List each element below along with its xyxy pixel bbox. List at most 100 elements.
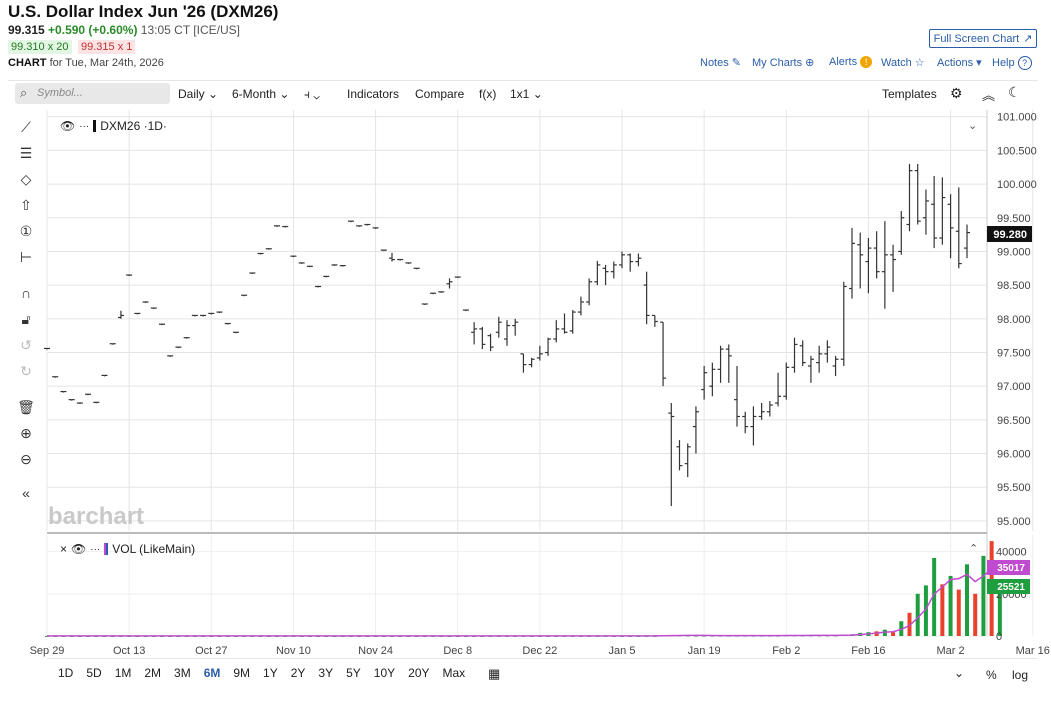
range-button-3y[interactable]: 3Y (318, 666, 334, 680)
pane-separator[interactable] (47, 532, 987, 534)
ohlc-bar (635, 253, 642, 267)
alerts-link[interactable]: Alerts! (829, 56, 873, 68)
shape-tool-icon[interactable]: ◇ (20, 170, 32, 187)
settings-gear-icon[interactable]: ⚙ (950, 85, 963, 101)
indicators-button[interactable]: Indicators (347, 87, 400, 101)
more-dots-icon[interactable]: ··· (90, 543, 101, 555)
range-button-3m[interactable]: 3M (174, 666, 191, 680)
range-button-20y[interactable]: 20Y (408, 666, 430, 680)
ohlc-bar (126, 274, 133, 277)
undo-icon[interactable]: ↺ (20, 336, 32, 353)
collapse-toolbar-icon[interactable]: « (22, 485, 30, 501)
ohlc-bar (471, 322, 478, 345)
close-icon[interactable]: × (60, 542, 68, 556)
ohlc-bar (512, 318, 519, 336)
ohlc-bar (931, 176, 938, 249)
ohlc-bar (955, 187, 962, 269)
x-tick-label: Sep 29 (29, 645, 65, 657)
bar-type-dropdown[interactable]: ⫞ ⌄ (304, 87, 320, 102)
my-charts-link[interactable]: My Charts ⊕ (752, 56, 814, 70)
range-button-1m[interactable]: 1M (114, 666, 132, 680)
compare-button[interactable]: Compare (415, 87, 465, 101)
percent-toggle[interactable]: % (986, 668, 997, 682)
ohlc-bar (898, 211, 905, 255)
volume-bar (956, 589, 961, 636)
volume-bar (923, 585, 928, 636)
zoom-in-icon[interactable]: ⊕ (20, 424, 32, 441)
ohlc-bar (52, 376, 59, 378)
ohlc-bar (200, 314, 207, 317)
lock-icon[interactable]: 🔓︎ (21, 310, 31, 327)
calendar-icon[interactable]: ▦ (488, 666, 501, 681)
volume-bar (948, 575, 953, 636)
collapse-chevrons-icon[interactable]: ︽ (982, 88, 996, 103)
fib-tool-icon[interactable]: ☰ (19, 144, 33, 161)
watch-label: Watch (881, 56, 912, 69)
full-screen-button[interactable]: Full Screen Chart ↗ (929, 29, 1037, 48)
ma-tag: 35017 (987, 560, 1030, 575)
trendline-tool-icon[interactable]: ⟋ (21, 118, 31, 135)
double-chevron-down-icon[interactable]: ⌄ (954, 666, 965, 680)
redo-icon[interactable]: ↻ (20, 362, 32, 379)
measure-tool-icon[interactable]: ⊢ (19, 248, 33, 265)
ohlc-bar (676, 440, 683, 471)
chevron-up-icon[interactable]: ⌃ (969, 543, 979, 555)
arrow-up-tool-icon[interactable]: ⇧ (20, 196, 32, 213)
period-dropdown[interactable]: Daily ⌄ (178, 87, 218, 101)
barchart-watermark: barchart (48, 503, 144, 530)
y-tick-label: 98.000 (997, 314, 1031, 326)
dark-mode-moon-icon[interactable]: ☾ (1008, 84, 1021, 100)
ohlc-bar (167, 355, 174, 357)
watch-link[interactable]: Watch ☆ (881, 56, 925, 70)
log-toggle[interactable]: log (1012, 668, 1029, 682)
ohlc-bar (594, 260, 601, 286)
volume-bar (907, 612, 912, 636)
trash-icon[interactable]: 🗑︎ (17, 398, 35, 415)
range-button-6m[interactable]: 6M (203, 666, 221, 680)
ma-tag-text: 35017 (997, 563, 1025, 574)
ohlc-bar (76, 402, 83, 405)
more-dots-icon[interactable]: ··· (79, 120, 90, 132)
ohlc-bar (372, 227, 379, 229)
volume-bar (973, 593, 978, 636)
range-button-1y[interactable]: 1Y (263, 666, 278, 680)
eye-icon[interactable]: 👁︎ (60, 119, 76, 133)
ohlc-bar (602, 264, 609, 286)
ohlc-bar (298, 262, 305, 264)
ohlc-bar (832, 355, 839, 377)
range-button-2y[interactable]: 2Y (290, 666, 306, 680)
chevron-down-icon: ⌄ (279, 87, 290, 101)
x-tick-label: Jan 5 (608, 645, 636, 657)
y-tick-label: 99.500 (997, 213, 1031, 225)
ohlc-bar (619, 251, 625, 269)
zoom-out-icon[interactable]: ⊖ (20, 450, 32, 467)
chevron-down-icon[interactable]: ⌄ (968, 120, 978, 132)
range-button-2m[interactable]: 2M (144, 666, 162, 680)
ohlc-bar (939, 177, 946, 245)
range-button-9m[interactable]: 9M (233, 666, 251, 680)
range-button-5y[interactable]: 5Y (346, 666, 361, 680)
templates-button[interactable]: Templates (882, 87, 937, 101)
price-change: +0.590 (+0.60%) (48, 23, 138, 37)
help-link[interactable]: Help? (992, 56, 1032, 70)
ohlc-bar (553, 320, 560, 343)
notes-label: Notes (700, 56, 729, 69)
layout-dropdown[interactable]: 1x1 ⌄ (510, 87, 543, 101)
full-screen-label: Full Screen Chart (933, 32, 1020, 45)
range-button-1d[interactable]: 1D (58, 666, 74, 680)
magnet-icon[interactable]: ∩ (20, 285, 32, 301)
ohlc-bar (824, 340, 831, 363)
ohlc-bar (117, 310, 124, 319)
actions-link[interactable]: Actions ▾ (937, 56, 982, 70)
notes-link[interactable]: Notes ✎ (700, 56, 741, 70)
eye-icon[interactable]: 👁︎ (71, 542, 87, 556)
range-dropdown[interactable]: 6-Month ⌄ (232, 87, 289, 101)
symbol-search[interactable]: ⌕ Symbol... (15, 83, 170, 104)
range-button-max[interactable]: Max (442, 666, 466, 680)
y-tick-label: 100.500 (997, 145, 1037, 157)
numbered-marker-icon[interactable]: ① (19, 222, 33, 239)
range-button-5d[interactable]: 5D (86, 666, 102, 680)
fx-button[interactable]: f(x) (479, 87, 497, 101)
range-button-10y[interactable]: 10Y (373, 666, 396, 680)
